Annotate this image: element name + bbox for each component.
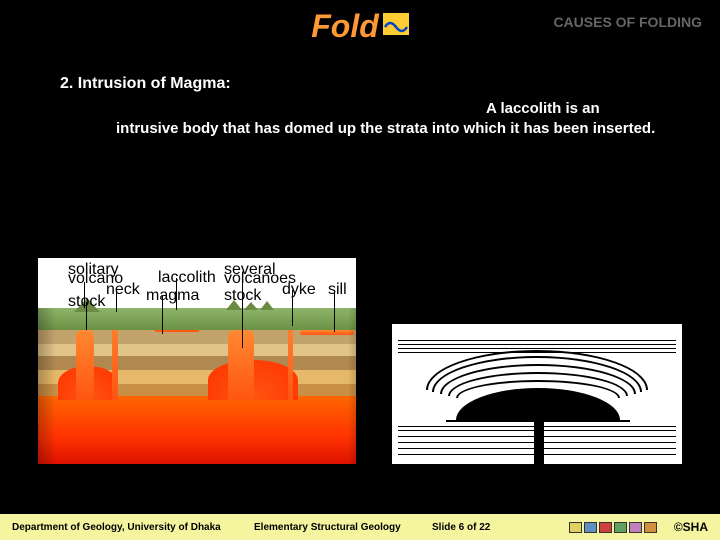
page-title: Fold [311,8,379,45]
section-subtitle: CAUSES OF FOLDING [553,14,702,30]
body-text: A laccolith is an intrusive body that ha… [62,99,658,140]
footer: Department of Geology, University of Dha… [0,514,720,540]
diagram-label: stock [68,294,105,310]
footer-thumbnail [629,522,642,533]
section-heading: 2. Intrusion of Magma: [60,75,658,93]
footer-thumbnail [644,522,657,533]
fold-icon [383,13,409,40]
strata-line [398,344,676,345]
intrusion-stock2 [228,330,254,400]
footer-department: Department of Geology, University of Dha… [0,522,254,533]
footer-thumbnail [584,522,597,533]
feeder-dyke [534,420,544,464]
footer-author: ©SHA [674,520,720,534]
diagram-label: neck [106,282,140,298]
strata-line [398,348,676,349]
volcano-cone [260,301,274,310]
magma-chamber [38,396,356,464]
body-span: A laccolith is an intrusive body that ha… [116,100,655,137]
diagram-row: solitaryvolcanoneckstocklaccolithmagmase… [38,258,682,464]
footer-thumbnail-icons [552,522,674,533]
header: Fold CAUSES OF FOLDING [0,0,720,45]
diagram-igneous-intrusions: solitaryvolcanoneckstocklaccolithmagmase… [38,258,356,464]
footer-thumbnail [599,522,612,533]
diagram-label: laccolith [158,270,216,286]
intrusion-stock [76,330,94,400]
diagram-label: dyke [282,282,316,298]
footer-thumbnail [614,522,627,533]
diagram-laccolith-cross-section [392,324,682,464]
diagram-label: sill [328,282,347,298]
diagram-label: magma [146,288,199,304]
footer-thumbnail [569,522,582,533]
footer-course: Elementary Structural Geology [254,522,432,533]
footer-slide: Slide 6 of 22 [432,522,552,533]
strata-line [398,340,676,341]
diagram-label: stock [224,288,261,304]
content-area: 2. Intrusion of Magma: A laccolith is an… [0,45,720,140]
intrusion-sill [300,330,354,335]
